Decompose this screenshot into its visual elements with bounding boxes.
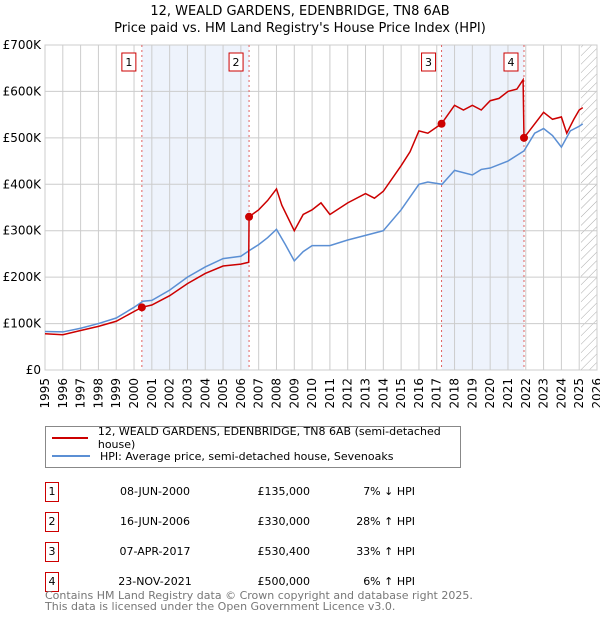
- x-tick-label: 2002: [163, 378, 177, 409]
- x-tick-label: 2016: [412, 378, 426, 409]
- x-tick-label: 2003: [180, 378, 194, 409]
- x-tick-label: 2000: [127, 378, 141, 409]
- sale-price: £330,000: [257, 515, 311, 528]
- y-tick-label: £300K: [3, 224, 43, 238]
- y-tick-label: £0: [26, 363, 41, 377]
- x-tick-label: 2004: [198, 378, 212, 409]
- x-tick-label: 1998: [91, 378, 105, 409]
- x-tick-label: 1996: [56, 378, 70, 409]
- sale-period-shading: [441, 45, 524, 370]
- sale-point: [245, 212, 254, 221]
- y-tick-label: £700K: [3, 38, 43, 52]
- x-tick-label: 2022: [519, 378, 533, 409]
- x-tick-label: 2014: [376, 378, 390, 409]
- footer-line: This data is licensed under the Open Gov…: [45, 600, 396, 613]
- x-tick-label: 2025: [572, 378, 586, 409]
- sale-row: 1 08-JUN-2000 £135,000 7% ↓ HPI: [45, 482, 465, 502]
- sale-price: £500,000: [257, 575, 311, 588]
- chart-title: 12, WEALD GARDENS, EDENBRIDGE, TN8 6AB: [150, 4, 450, 19]
- sale-badge: [503, 52, 519, 72]
- chart-subtitle: Price paid vs. HM Land Registry's House …: [114, 21, 486, 36]
- x-tick-label: 2018: [448, 378, 462, 409]
- footer: Contains HM Land Registry data © Crown c…: [45, 590, 473, 612]
- sale-row: 4 23-NOV-2021 £500,000 6% ↑ HPI: [45, 572, 465, 592]
- sale-row: 2 16-JUN-2006 £330,000 28% ↑ HPI: [45, 512, 465, 532]
- x-tick-label: 2020: [483, 378, 497, 409]
- legend-label: HPI: Average price, semi-detached house,…: [100, 449, 394, 463]
- y-tick-label: £200K: [3, 270, 43, 284]
- sale-date: 07-APR-2017: [119, 545, 191, 558]
- legend-item-property: 12, WEALD GARDENS, EDENBRIDGE, TN8 6AB (…: [52, 425, 460, 451]
- sale-badge-label: 3: [425, 56, 432, 69]
- hpi-line: [44, 123, 584, 333]
- x-tick-label: 2024: [554, 378, 568, 409]
- sale-badge-label: 2: [233, 56, 240, 69]
- sale-hpi-diff: 33% ↑ HPI: [356, 545, 415, 558]
- y-tick-label: £400K: [3, 177, 43, 191]
- sale-badge-label: 1: [125, 56, 132, 69]
- sale-price: £530,400: [257, 545, 311, 558]
- x-tick-label: 2013: [359, 378, 373, 409]
- x-tick-label: 2015: [394, 378, 408, 409]
- x-tick-label: 2007: [252, 378, 266, 409]
- sale-price: £135,000: [257, 485, 311, 498]
- sale-number-badge: 2: [45, 512, 59, 532]
- sale-date: 08-JUN-2000: [119, 485, 191, 498]
- x-tick-label: 2011: [323, 378, 337, 409]
- x-tick-label: 2009: [287, 378, 301, 409]
- price-paid-line: [44, 77, 584, 336]
- sale-row: 3 07-APR-2017 £530,400 33% ↑ HPI: [45, 542, 465, 562]
- sale-period-shading: [141, 45, 250, 370]
- sale-number-badge: 3: [45, 542, 59, 562]
- legend-swatch-red: [52, 437, 88, 439]
- x-tick-label: 1995: [38, 378, 52, 409]
- sale-badge: [121, 52, 137, 72]
- sale-badge-label: 4: [507, 56, 514, 69]
- x-tick-label: 2019: [465, 378, 479, 409]
- x-tick-label: 2023: [537, 378, 551, 409]
- x-tick-label: 2005: [216, 378, 230, 409]
- sale-date: 16-JUN-2006: [119, 515, 191, 528]
- y-tick-label: £600K: [3, 84, 43, 98]
- sale-number-badge: 4: [45, 572, 59, 592]
- x-tick-label: 1999: [109, 378, 123, 409]
- sale-point: [519, 133, 528, 142]
- x-tick-label: 2006: [234, 378, 248, 409]
- sale-hpi-diff: 28% ↑ HPI: [356, 515, 415, 528]
- sale-point: [437, 119, 446, 128]
- x-tick-label: 2026: [590, 378, 600, 409]
- x-tick-label: 2017: [430, 378, 444, 409]
- x-tick-label: 2021: [501, 378, 515, 409]
- sale-number-badge: 1: [45, 482, 59, 502]
- sale-hpi-diff: 6% ↑ HPI: [363, 575, 415, 588]
- sale-point: [137, 303, 146, 312]
- footer-line: Contains HM Land Registry data © Crown c…: [45, 589, 473, 602]
- y-tick-label: £500K: [3, 131, 43, 145]
- x-tick-label: 2012: [341, 378, 355, 409]
- x-tick-label: 2008: [269, 378, 283, 409]
- legend-label: 12, WEALD GARDENS, EDENBRIDGE, TN8 6AB (…: [97, 425, 441, 451]
- legend-item-hpi: HPI: Average price, semi-detached house,…: [52, 448, 393, 464]
- forecast-hatch: [580, 45, 597, 370]
- sale-date: 23-NOV-2021: [118, 575, 192, 588]
- x-tick-label: 1997: [74, 378, 88, 409]
- legend-swatch-blue: [52, 455, 90, 457]
- plot-area: 1995 1996 1997 1998 1999 2000 2001 2002 2003 2004…: [3, 38, 600, 409]
- sale-badge: [228, 52, 244, 72]
- x-tick-label: 2010: [305, 378, 319, 409]
- y-tick-label: £100K: [3, 317, 43, 331]
- sale-badge: [421, 52, 437, 72]
- x-tick-label: 2001: [145, 378, 159, 409]
- plot-border: [44, 44, 598, 371]
- legend: 12, WEALD GARDENS, EDENBRIDGE, TN8 6AB (…: [45, 425, 461, 468]
- sale-hpi-diff: 7% ↓ HPI: [363, 485, 415, 498]
